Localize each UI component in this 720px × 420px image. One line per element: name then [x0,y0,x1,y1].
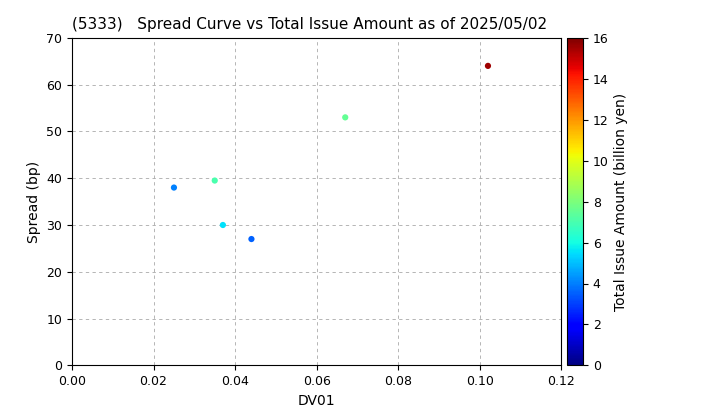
Y-axis label: Spread (bp): Spread (bp) [27,160,41,243]
Text: (5333)   Spread Curve vs Total Issue Amount as of 2025/05/02: (5333) Spread Curve vs Total Issue Amoun… [72,18,547,32]
X-axis label: DV01: DV01 [298,394,336,408]
Point [217,222,229,228]
Point [339,114,351,121]
Point [209,177,220,184]
Point [246,236,257,242]
Y-axis label: Total Issue Amount (billion yen): Total Issue Amount (billion yen) [614,92,628,311]
Point [168,184,180,191]
Point [482,63,494,69]
